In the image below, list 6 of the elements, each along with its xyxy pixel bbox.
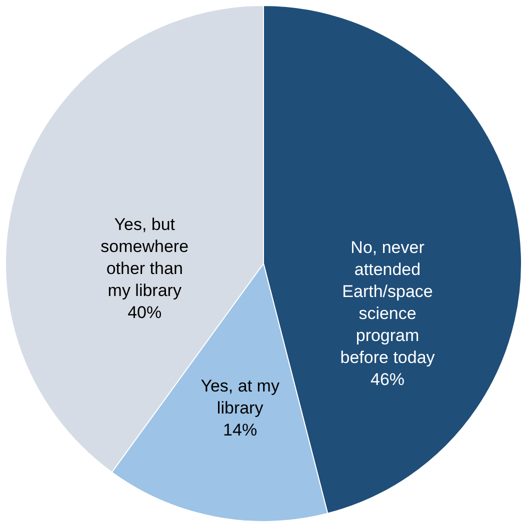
slice-label: No, never attended Earth/space science program before today [340,238,436,367]
data-label: 40% [128,302,162,322]
slice-label: Yes, but somewhere other than my library [100,214,189,300]
data-label: 14% [223,420,258,440]
slice-label: Yes, at my library [200,376,280,418]
data-label: 46% [370,370,405,389]
